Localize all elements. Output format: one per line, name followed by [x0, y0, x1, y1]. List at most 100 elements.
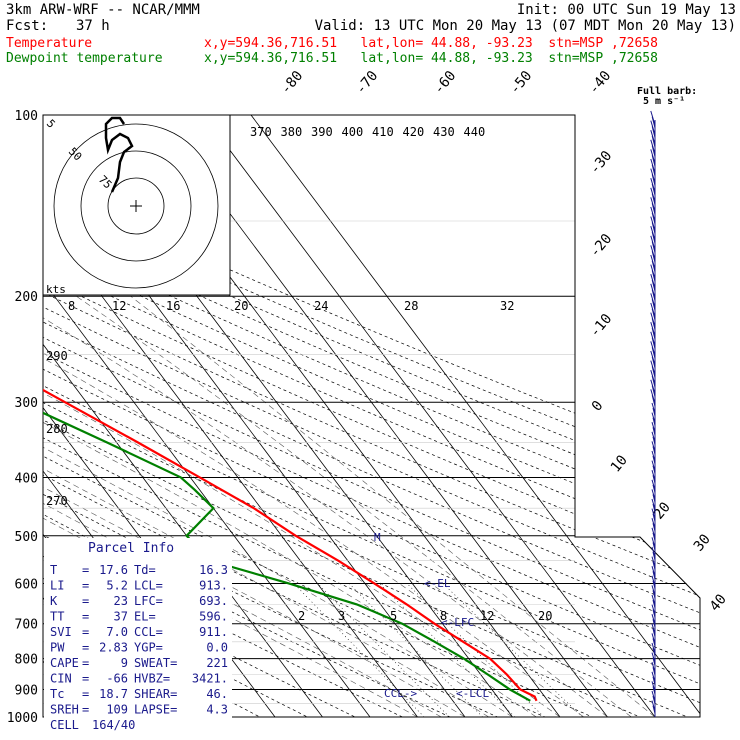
dry-adiabat — [43, 115, 382, 717]
wind-barb — [651, 566, 656, 580]
isotherm-label: 30 — [691, 531, 714, 554]
temperature-profile — [43, 115, 538, 702]
wind-barb — [651, 537, 656, 551]
wind-barb — [650, 350, 656, 369]
parcel-row-value: 109 — [106, 703, 128, 717]
dry-adiabat — [43, 115, 700, 717]
hodograph-ring — [80, 150, 192, 262]
parcel-row-value: 5.2 — [106, 579, 128, 593]
wind-barb — [651, 671, 656, 685]
wind-barb — [650, 245, 656, 263]
dewpoint-profile — [43, 115, 531, 702]
parcel-row-label: SVI — [50, 625, 72, 639]
dry-adiabat — [43, 115, 671, 717]
parcel-row-eq: = — [82, 563, 89, 577]
wind-barb — [650, 130, 656, 148]
wind-scale-label: 24 — [314, 299, 328, 313]
wind-barb — [650, 283, 656, 301]
wind-barb — [651, 498, 656, 513]
parcel-row-label: SWEAT= — [134, 656, 177, 670]
wind-barb — [650, 379, 656, 397]
parcel-row-label: CIN — [50, 672, 72, 686]
wind-barb — [650, 302, 656, 321]
isotherm-line — [203, 115, 656, 717]
wind-scale-label: 20 — [234, 299, 248, 313]
theta-label: 410 — [372, 125, 394, 139]
theta-left-label: 280 — [46, 422, 68, 436]
parcel-row-value: 596. — [199, 610, 228, 624]
parcel-row-label: CELL — [50, 718, 79, 732]
wind-barb — [651, 508, 656, 522]
dry-adiabat — [43, 115, 623, 717]
parcel-row-value: 693. — [199, 594, 228, 608]
wind-barb — [651, 460, 656, 474]
wind-barb — [651, 690, 656, 705]
wind-scale-label: 28 — [404, 299, 418, 313]
dry-adiabat — [43, 115, 700, 717]
isotherm-label: 0 — [589, 398, 607, 415]
wind-barb — [651, 402, 656, 417]
wind-scale-label: 16 — [166, 299, 180, 313]
parcel-row-label: LFC= — [134, 594, 163, 608]
pressure-label: 500 — [15, 530, 38, 545]
parcel-row-eq: = — [82, 687, 89, 701]
parcel-row-eq: = — [82, 656, 89, 670]
wind-barb — [651, 412, 656, 426]
wind-barb — [651, 585, 656, 599]
pressure-label: 200 — [15, 290, 38, 305]
wind-barb — [651, 470, 656, 484]
valid-time: Valid: 13 UTC Mon 20 May 13 (07 MDT Mon … — [314, 18, 736, 34]
parcel-row-value: -66 — [106, 672, 128, 686]
dry-adiabat — [43, 115, 700, 717]
parcel-row-value: 164/40 — [92, 718, 135, 732]
init-time: Init: 00 UTC Sun 19 May 13 — [516, 2, 736, 18]
mixing-ratio-label: 8 — [440, 609, 447, 623]
wind-barb — [650, 226, 656, 244]
theta-label: 370 — [250, 125, 272, 139]
wind-barb — [651, 422, 656, 436]
wind-barb — [650, 178, 656, 196]
mixing-ratio-line — [406, 583, 545, 717]
parcel-row-value: 221 — [206, 656, 228, 670]
dry-adiabat — [43, 115, 700, 717]
wind-barb — [651, 489, 656, 503]
pressure-label: 600 — [15, 577, 38, 592]
parcel-row-eq: = — [82, 672, 89, 686]
wind-barb — [650, 110, 656, 129]
parcel-row-label: TT — [50, 610, 64, 624]
wind-barb — [650, 264, 656, 282]
parcel-row-eq: = — [82, 594, 89, 608]
dewpoint-legend: Dewpoint temperature — [6, 51, 163, 66]
isotherm-label: 40 — [707, 591, 730, 614]
theta-label: 440 — [464, 125, 486, 139]
barb-legend-unit: 5 m s⁻¹ — [643, 96, 685, 107]
wind-barb — [650, 149, 656, 167]
moist-adiabat — [43, 295, 489, 717]
wind-scale-label: 32 — [500, 299, 514, 313]
parcel-row-value: 2.83 — [99, 641, 128, 655]
pressure-label: 900 — [15, 683, 38, 698]
parcel-row-label: LAPSE= — [134, 703, 177, 717]
barb-legend: Full barb: — [637, 86, 697, 97]
isotherm-line — [43, 115, 323, 717]
parcel-row-label: EL= — [134, 610, 156, 624]
theta-label: 420 — [403, 125, 425, 139]
isotherm-line — [43, 115, 418, 717]
parcel-row-label: T — [50, 563, 57, 577]
fcst-label: Fcst: — [6, 18, 49, 34]
wind-barb — [651, 431, 656, 445]
wind-barb — [650, 293, 656, 311]
dry-adiabat — [43, 115, 700, 717]
wind-barb — [651, 546, 656, 561]
wind-scale-label: 8 — [68, 299, 75, 313]
hodograph-ring — [53, 123, 219, 289]
parcel-row-eq: = — [82, 610, 89, 624]
moist-adiabat — [76, 295, 632, 717]
wind-barb — [650, 254, 656, 273]
parcel-row-eq: = — [82, 703, 89, 717]
isotherm-label: -70 — [353, 68, 382, 98]
parcel-row-value: 23 — [114, 594, 128, 608]
moist-adiabat — [43, 295, 561, 717]
parcel-row-eq: = — [82, 641, 89, 655]
